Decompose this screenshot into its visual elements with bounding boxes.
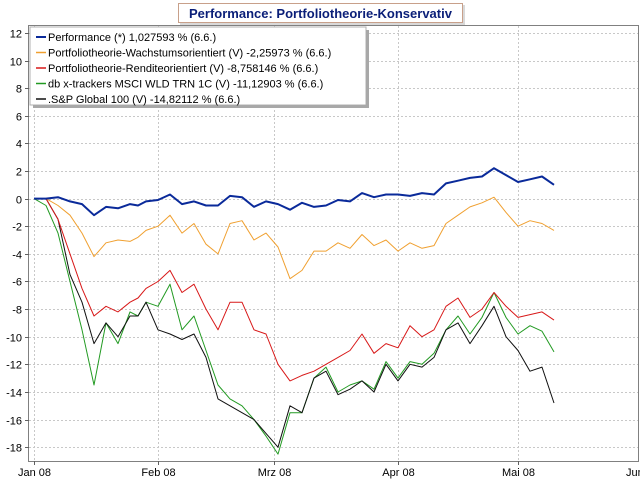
y-tick-label: -12 <box>6 360 22 372</box>
y-tick-label: 10 <box>10 57 22 69</box>
legend-label: .S&P Global 100 (V) -14,82112 % (6.6.) <box>48 94 240 106</box>
y-tick-label: 0 <box>16 195 22 207</box>
x-axis-ticks: Jan 08 Feb 08 Mrz 08 Apr 08 Mai 08 Jun 08 <box>18 461 640 479</box>
y-tick-label: 6 <box>16 112 22 124</box>
y-tick-label: -10 <box>6 333 22 345</box>
y-axis-ticks: 12 10 8 6 4 2 0 -2 -4 -6 -8 -10 -12 -14 -16 -18 <box>6 29 29 455</box>
legend-label: Performance (*) 1,027593 % (6.6.) <box>48 32 216 44</box>
x-tick-label: Jan 08 <box>18 467 51 479</box>
y-tick-label: -4 <box>12 250 22 262</box>
x-tick-label: Feb 08 <box>141 467 175 479</box>
y-tick-label: 4 <box>16 139 22 151</box>
series-line-0 <box>34 167 555 217</box>
chart-title: Performance: Portfoliotheorie-Konservati… <box>189 6 452 21</box>
legend-label: db x-trackers MSCI WLD TRN 1C (V) -11,12… <box>48 79 323 91</box>
y-tick-label: -2 <box>12 222 22 234</box>
y-tick-label: -6 <box>12 277 22 289</box>
y-tick-label: 2 <box>16 167 22 179</box>
y-tick-label: 8 <box>16 84 22 96</box>
x-tick-label: Mai 08 <box>502 467 535 479</box>
x-tick-label: Apr 08 <box>382 467 414 479</box>
series-line-2 <box>34 198 555 382</box>
series-lines <box>33 167 555 455</box>
legend-box <box>29 26 367 106</box>
legend-label: Portfoliotheorie-Wachstumsorientiert (V)… <box>48 48 331 60</box>
y-tick-label: -8 <box>12 305 22 317</box>
y-tick-label: 12 <box>10 29 22 41</box>
legend-label: Portfoliotheorie-Renditeorientiert (V) -… <box>48 63 318 75</box>
series-line-4 <box>34 198 555 448</box>
x-tick-label: Jun 08 <box>626 467 640 479</box>
legend-items: Performance (*) 1,027593 % (6.6.) Portfol… <box>36 32 331 106</box>
chart-title-box: Performance: Portfoliotheorie-Konservati… <box>178 3 463 23</box>
legend: Performance (*) 1,027593 % (6.6.) Portfol… <box>29 26 369 108</box>
series-line-3 <box>33 198 555 455</box>
series-line-1 <box>34 196 555 280</box>
y-tick-label: -14 <box>6 388 22 400</box>
y-tick-label: -18 <box>6 443 22 455</box>
x-tick-label: Mrz 08 <box>258 467 292 479</box>
y-tick-label: -16 <box>6 416 22 428</box>
